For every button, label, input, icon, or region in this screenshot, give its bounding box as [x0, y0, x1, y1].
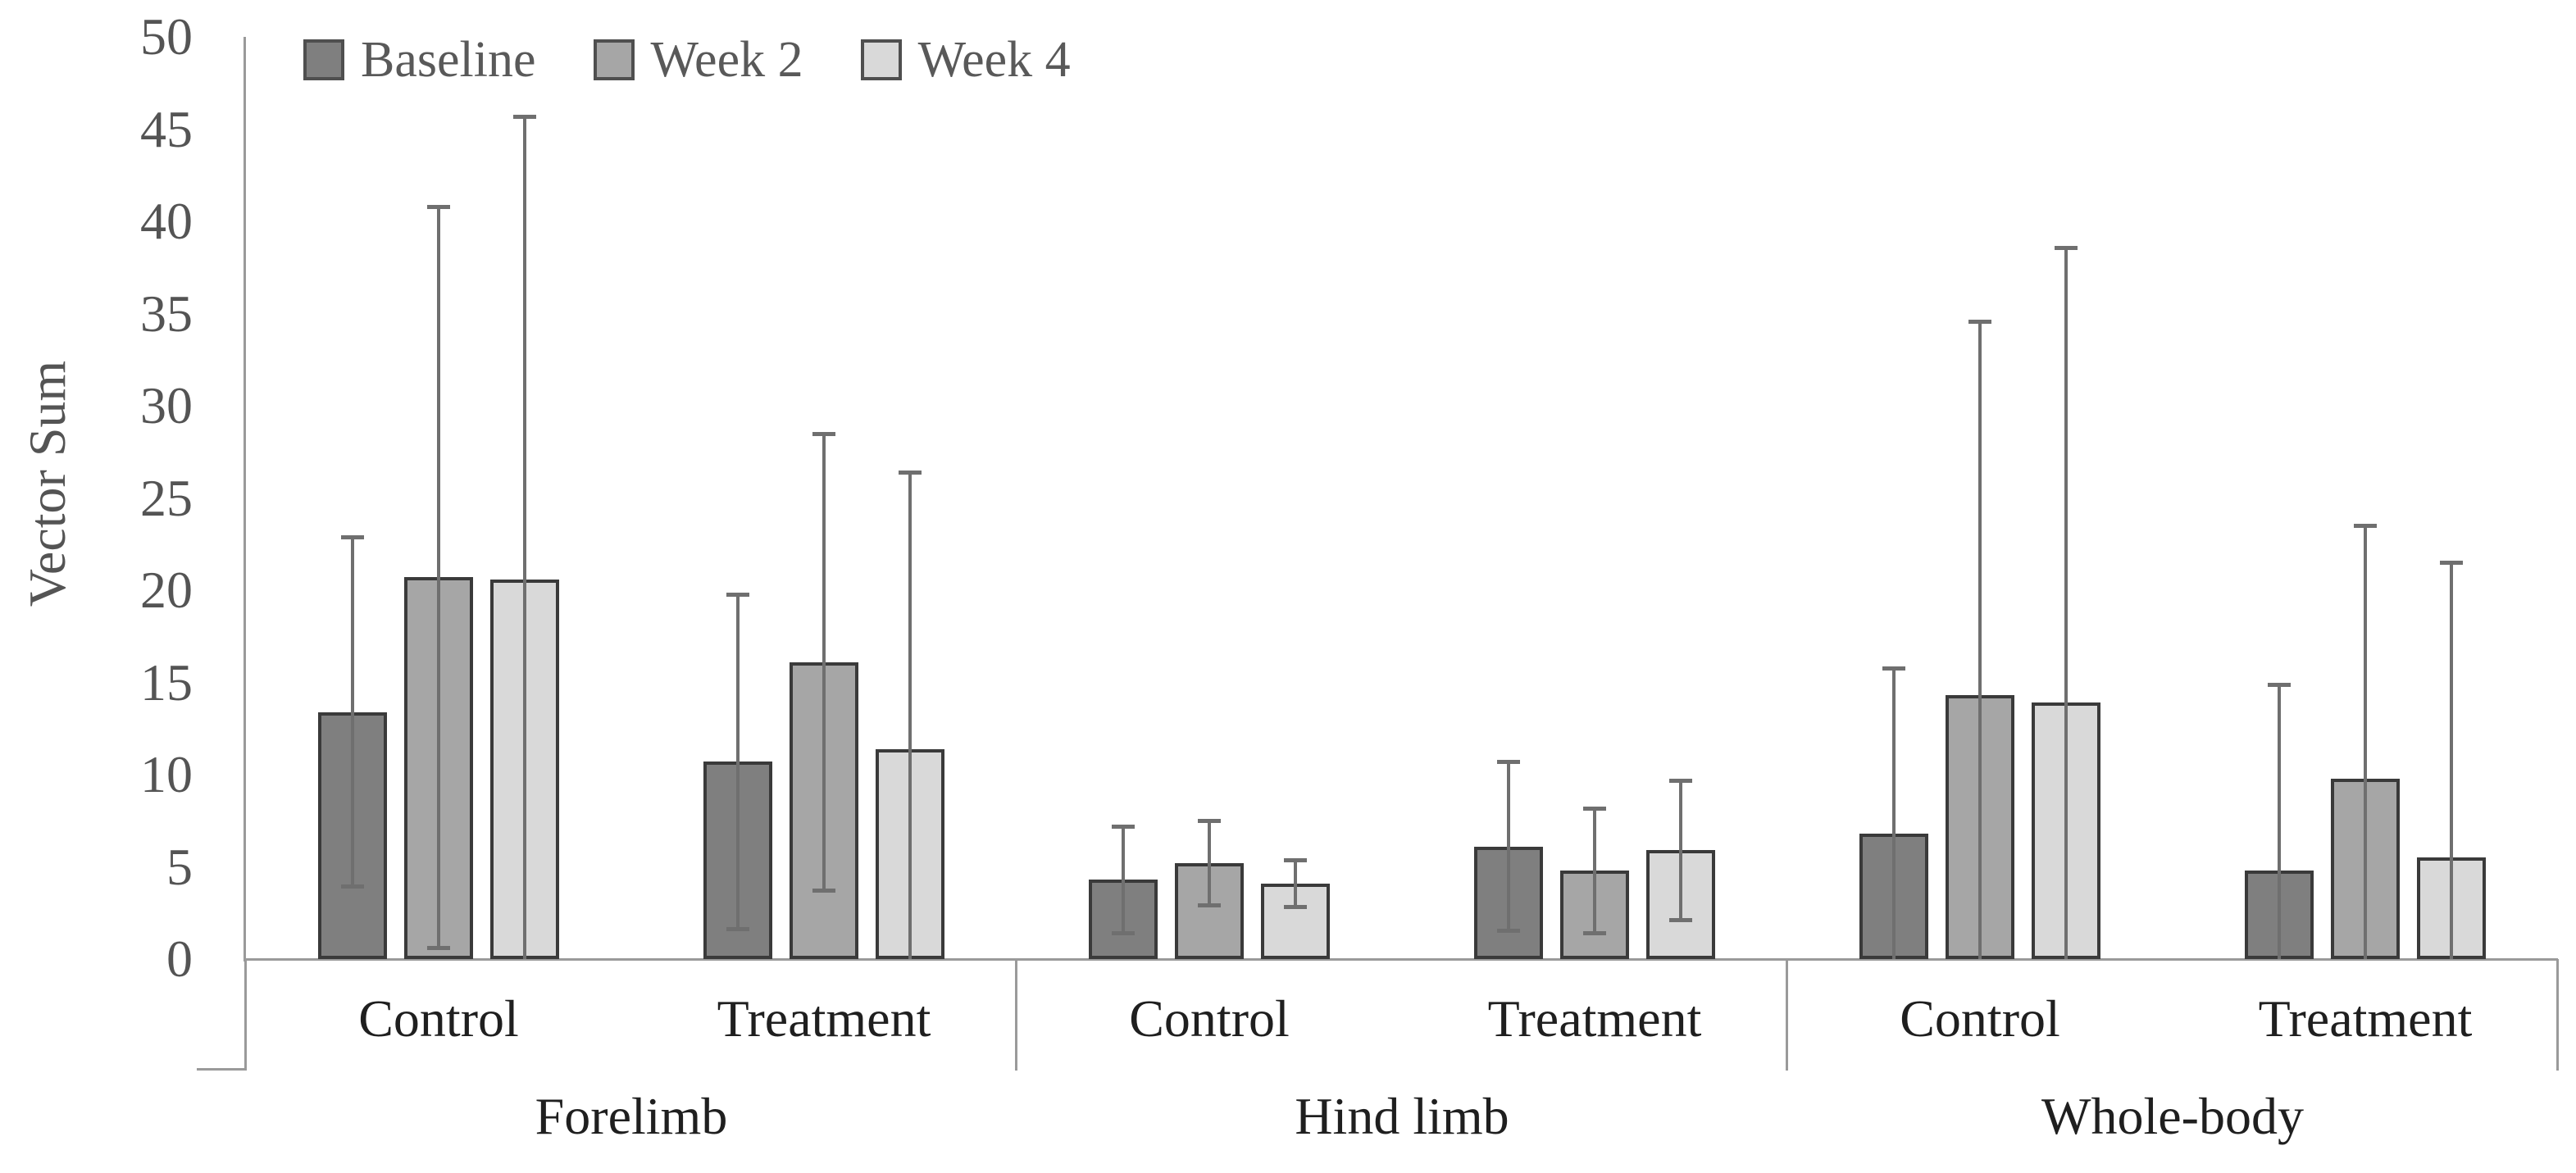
error-bar-cap-top: [513, 114, 536, 119]
legend-label: Baseline: [361, 32, 536, 88]
error-bar-line: [1208, 821, 1211, 906]
legend-swatch-icon: [860, 39, 902, 80]
error-bar-cap-top: [341, 534, 364, 539]
y-tick-label: 5: [166, 837, 193, 896]
group-label-1: Hind limb: [1295, 1087, 1509, 1145]
error-bar-line: [1507, 762, 1510, 932]
error-bar-cap-top: [1284, 857, 1307, 862]
y-tick-label: 15: [140, 652, 193, 712]
error-bar-line: [2278, 684, 2281, 959]
category-separator: [1786, 959, 1788, 1071]
category-separator: [244, 959, 247, 1071]
error-bar-line: [908, 472, 912, 959]
error-bar-line: [1294, 859, 1297, 907]
error-bar-cap-top: [2055, 245, 2078, 250]
error-bar-cap-bottom: [427, 945, 450, 950]
y-tick-label: 30: [140, 376, 193, 434]
y-tick-label: 40: [140, 192, 193, 250]
error-bar-cap-top: [1882, 666, 1905, 671]
error-bar-line: [736, 593, 740, 930]
error-bar-cap-top: [2440, 561, 2463, 566]
category-label-treatment-2: Treatment: [2258, 989, 2473, 1048]
legend-label: Week 4: [917, 32, 1071, 88]
category-label-treatment-0: Treatment: [717, 989, 931, 1048]
legend-item-week2: Week 2: [593, 32, 803, 88]
y-tick-label: 45: [140, 99, 193, 158]
error-bar-line: [1892, 667, 1896, 959]
y-tick-label: 35: [140, 284, 193, 343]
error-bar-cap-bottom: [1497, 929, 1520, 934]
error-bar-line: [1122, 826, 1125, 934]
category-separator: [2556, 959, 2559, 1071]
error-bar-cap-top: [1583, 806, 1606, 811]
error-bar-cap-bottom: [1198, 902, 1221, 907]
legend-swatch-icon: [303, 39, 344, 80]
error-bar-cap-bottom: [1112, 930, 1135, 935]
error-bar-cap-top: [1968, 319, 1991, 324]
group-label-2: Whole-body: [2041, 1087, 2304, 1145]
error-bar-cap-top: [1669, 778, 1692, 783]
category-separator: [1015, 959, 1017, 1071]
y-tick-label: 25: [140, 468, 193, 527]
error-bar-line: [351, 536, 354, 888]
legend-item-baseline: Baseline: [303, 34, 536, 85]
category-label-control-1: Control: [1129, 989, 1290, 1048]
error-bar-line: [2064, 247, 2068, 959]
error-bar-cap-top: [899, 471, 922, 475]
error-bar-cap-top: [1198, 819, 1221, 824]
y-tick-label: 10: [140, 745, 193, 803]
error-bar-cap-top: [2354, 524, 2377, 529]
legend-swatch-icon: [593, 39, 635, 80]
error-bar-line: [2364, 525, 2367, 959]
error-bar-line: [1978, 321, 1982, 959]
error-bar-cap-top: [726, 592, 749, 597]
error-bar-cap-bottom: [1583, 930, 1606, 935]
error-bar-cap-bottom: [1669, 917, 1692, 922]
error-bar-cap-bottom: [1284, 905, 1307, 909]
category-label-control-2: Control: [1900, 989, 2060, 1048]
group-label-0: Forelimb: [535, 1087, 728, 1145]
error-bar-line: [1593, 807, 1596, 934]
x-axis-line: [243, 958, 2558, 961]
error-bar-line: [1679, 780, 1682, 921]
category-label-treatment-1: Treatment: [1487, 989, 1702, 1048]
y-tick-label: 50: [140, 7, 193, 66]
error-bar-cap-top: [2268, 682, 2291, 687]
y-tick-label: 20: [140, 561, 193, 619]
y-tick-label: 0: [166, 930, 193, 988]
error-bar-cap-bottom: [726, 927, 749, 931]
error-bar-cap-bottom: [812, 888, 835, 893]
error-bar-cap-top: [812, 431, 835, 436]
error-bar-line: [822, 433, 826, 891]
error-bar-cap-bottom: [341, 884, 364, 889]
legend: Baseline Week 2 Week 4: [303, 34, 1071, 85]
error-bar-line: [437, 207, 440, 948]
legend-item-week4: Week 4: [860, 32, 1071, 88]
legend-label: Week 2: [650, 32, 803, 88]
category-axis-tick: [197, 1068, 244, 1071]
error-bar-cap-top: [1497, 760, 1520, 765]
y-axis-line: [243, 37, 246, 962]
error-bar-cap-top: [427, 205, 450, 209]
error-bar-cap-top: [1112, 825, 1135, 829]
category-label-control-0: Control: [358, 989, 519, 1048]
error-bar-line: [523, 116, 526, 959]
error-bar-line: [2450, 562, 2453, 959]
